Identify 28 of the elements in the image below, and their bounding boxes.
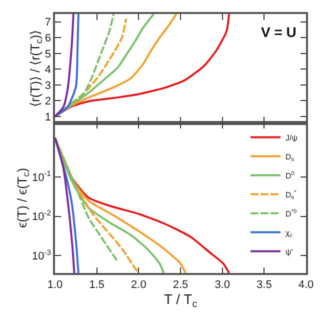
y-tick-label: 7: [44, 16, 52, 29]
annotation: V = U: [261, 24, 296, 40]
legend-label: D$^{*0}$: [285, 209, 297, 218]
line-series: [55, 14, 74, 118]
x-tick-label: 1.5: [89, 278, 104, 291]
y-tick-label: 2: [44, 96, 52, 108]
legend-label: χ$_{c}$: [285, 228, 293, 240]
y-tick-label: 10$^{-3}$: [32, 248, 52, 262]
legend-label: D$^{0}$: [285, 171, 294, 180]
legend-label: J/ψ: [285, 133, 298, 142]
x-tick-label: 3.0: [214, 278, 230, 291]
x-tick-label: 4.0: [298, 278, 314, 291]
x-tick-label: 2.5: [172, 278, 188, 291]
line-series: [55, 136, 76, 273]
y-tick-label: 6: [44, 32, 52, 44]
x-tick-label: 1.0: [47, 278, 63, 291]
y-tick-label: 5: [44, 48, 52, 60]
legend-label: D$_{s}$: [285, 152, 294, 164]
x-tick-label: 3.5: [256, 278, 272, 291]
line-series: [55, 14, 80, 118]
x-tick-label: 2.0: [131, 278, 146, 291]
y-tick-label: 10$^{-1}$: [32, 169, 52, 184]
y-tick-label: 3: [44, 80, 52, 92]
y-tick-label: 10$^{-2}$: [32, 208, 52, 224]
y-tick-label: 1: [44, 111, 52, 124]
x-axis-title: T / T$_{c}$: [164, 290, 198, 310]
y-tick-label: 4: [44, 64, 52, 76]
legend-label: ψ': [285, 247, 294, 256]
